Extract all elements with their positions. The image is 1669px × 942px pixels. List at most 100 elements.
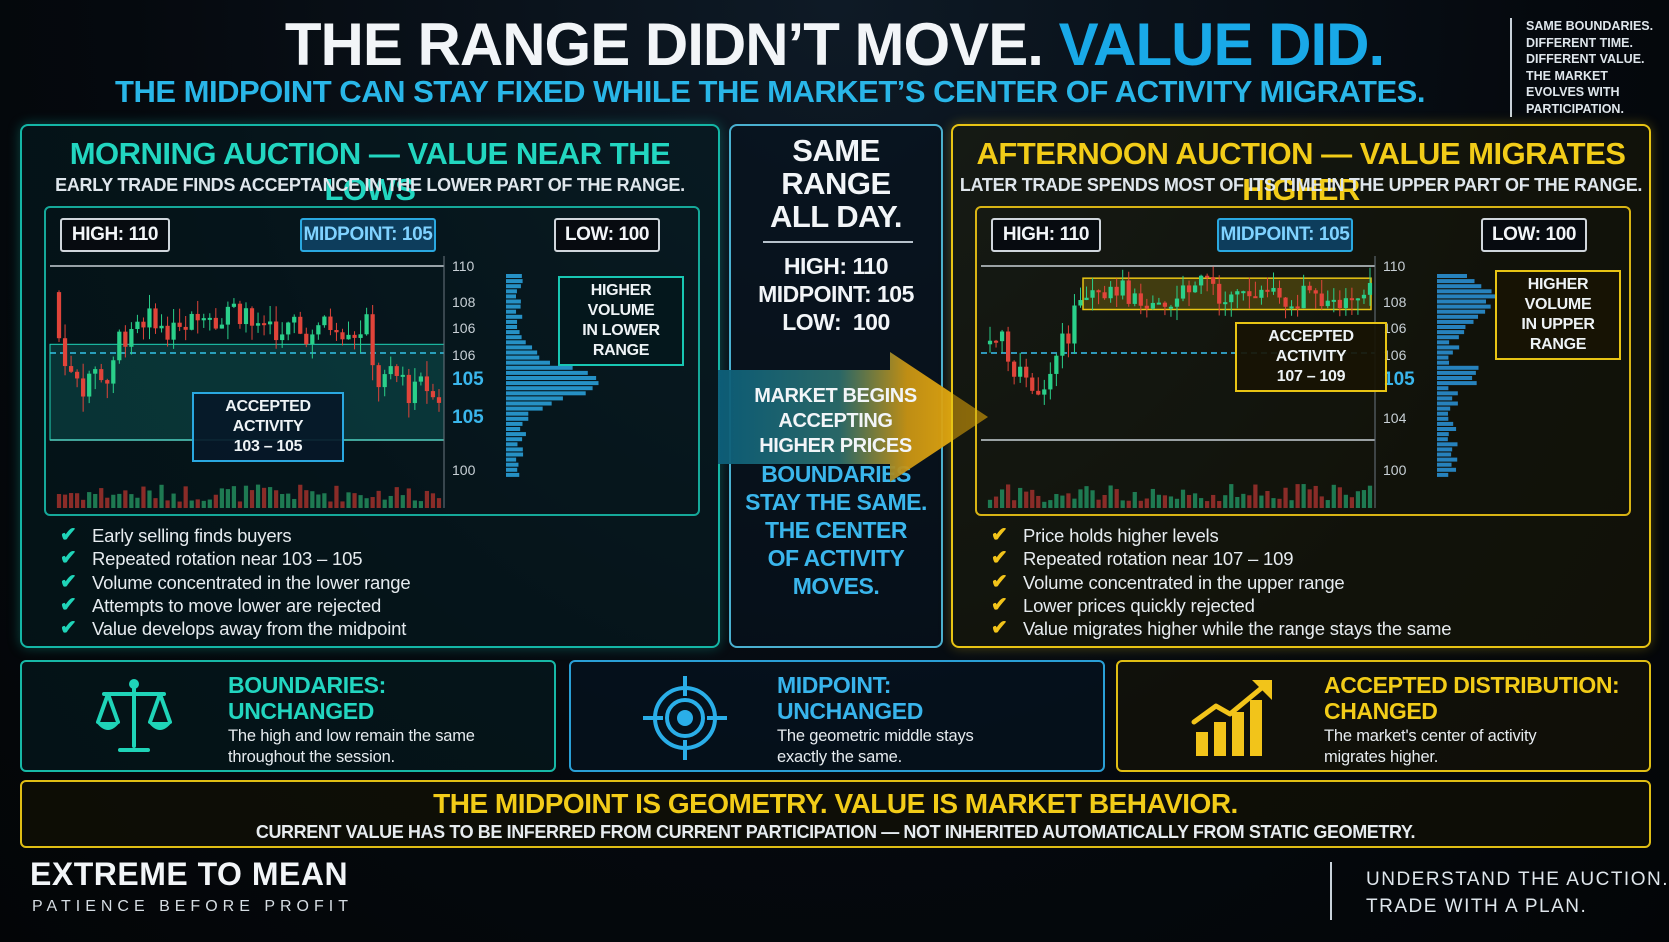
level-line: HIGH: 110 <box>783 253 889 279</box>
tick-label: 105 <box>452 407 484 428</box>
volume-bar <box>249 490 255 508</box>
distribution-card: ACCEPTED DISTRIBUTION: CHANGED The marke… <box>1116 660 1651 772</box>
volume-bar <box>237 501 243 508</box>
candle-body <box>195 313 200 321</box>
volume-bar <box>310 491 315 508</box>
volume-bar <box>1090 490 1095 508</box>
candle-body <box>1126 280 1131 304</box>
volume-bar <box>1072 498 1077 508</box>
candle-body <box>412 381 417 404</box>
volume-bar <box>1229 484 1234 508</box>
volume-profile-bar <box>506 427 521 431</box>
volume-bar <box>1241 493 1246 508</box>
afternoon-subtitle: LATER TRADE SPENDS MOST OF ITS TIME IN T… <box>959 175 1643 195</box>
volume-profile-bar <box>1437 472 1449 477</box>
check-icon: ✔ <box>60 547 77 570</box>
volume-profile-bar <box>506 416 529 421</box>
candle-body <box>135 321 140 330</box>
candle-body <box>328 316 333 331</box>
side-note-line: DIFFERENT VALUE. <box>1526 52 1645 66</box>
candle-body <box>177 322 182 327</box>
volume-bar <box>316 494 321 508</box>
boundaries-line: OF ACTIVITY <box>767 545 905 571</box>
candle-body <box>1331 299 1336 302</box>
volume-bar <box>81 499 86 508</box>
card-desc: The market's center of activity migrates… <box>1324 726 1537 768</box>
volume-bar <box>1168 496 1174 508</box>
volume-bar <box>68 493 74 508</box>
volume-profile-bar <box>1437 396 1453 401</box>
candle-body <box>352 334 357 338</box>
candle-body <box>376 365 381 388</box>
volume-bar <box>117 493 122 508</box>
candle-body <box>117 331 122 361</box>
candle-body <box>1265 289 1270 292</box>
volume-profile-bar <box>1437 381 1477 386</box>
candle-body <box>1325 300 1330 307</box>
volume-profile-bar <box>1437 304 1491 309</box>
candle-body <box>1084 297 1089 301</box>
callout-line: 103 – 105 <box>233 438 303 455</box>
volume-profile-bar <box>1437 370 1476 375</box>
volume-bar <box>1042 501 1047 508</box>
volume-bar <box>1331 484 1336 508</box>
volume-bar <box>147 490 152 508</box>
volume-profile-bar <box>1437 365 1479 370</box>
candle-body <box>436 397 442 403</box>
afternoon-volume-callout: HIGHER VOLUME IN UPPER RANGE <box>1495 270 1621 360</box>
transition-arrow-icon <box>718 352 988 482</box>
volume-bar <box>1253 484 1258 508</box>
candle-body <box>993 340 999 343</box>
volume-bar <box>1283 487 1288 508</box>
volume-profile-bar <box>1437 467 1457 472</box>
volume-profile-bar <box>1437 294 1496 299</box>
candle-body <box>340 332 345 340</box>
volume-bar <box>1174 498 1180 508</box>
candle-body <box>111 360 116 384</box>
volume-profile-bar <box>1437 457 1458 462</box>
volume-bar <box>243 485 249 508</box>
list-item: ✔ Repeated rotation near 103 – 105 <box>60 547 410 570</box>
candle-body <box>237 303 243 325</box>
candle-body <box>225 306 231 325</box>
card-title: ACCEPTED DISTRIBUTION: CHANGED <box>1324 672 1620 724</box>
volume-bar <box>74 493 80 508</box>
volume-bar <box>1186 494 1192 508</box>
volume-profile-bar <box>506 421 523 426</box>
volume-bar <box>1030 489 1035 508</box>
candle-body <box>1090 290 1095 298</box>
candle-body <box>261 323 267 326</box>
candle-body <box>141 321 146 328</box>
candle-body <box>1295 306 1300 309</box>
list-item: ✔ Price holds higher levels <box>991 524 1451 547</box>
volume-bar <box>111 494 116 508</box>
volume-bar <box>340 501 345 508</box>
volume-profile-bar <box>1437 355 1449 360</box>
volume-profile-bar <box>506 360 550 365</box>
midpoint-card: MIDPOINT: UNCHANGED The geometric middle… <box>569 660 1105 772</box>
volume-bar <box>1361 490 1367 508</box>
volume-bar <box>292 498 297 508</box>
candle-body <box>322 316 327 326</box>
volume-profile-bar <box>506 319 518 324</box>
bullet-text: Value migrates higher while the range st… <box>1023 618 1452 640</box>
candle-body <box>370 314 375 366</box>
volume-bar <box>1066 493 1071 508</box>
growth-chart-icon <box>1191 680 1272 756</box>
callout-line: ACCEPTED ACTIVITY <box>225 398 311 435</box>
volume-bar <box>364 498 369 508</box>
candle-body <box>1072 305 1077 344</box>
candle-body <box>153 308 158 329</box>
candle-body <box>1156 302 1162 305</box>
volume-bar <box>1355 491 1361 508</box>
volume-bar <box>406 488 411 508</box>
side-note-line: THE MARKET <box>1526 68 1608 83</box>
volume-bar <box>346 492 351 508</box>
afternoon-midpoint-label: MIDPOINT: 105 <box>1217 218 1353 252</box>
volume-bar <box>159 484 164 508</box>
volume-bar <box>1349 497 1355 508</box>
candle-body <box>165 325 170 340</box>
candle-body <box>1253 296 1258 299</box>
candle-body <box>310 334 315 345</box>
bullet-text: Early selling finds buyers <box>92 525 292 546</box>
